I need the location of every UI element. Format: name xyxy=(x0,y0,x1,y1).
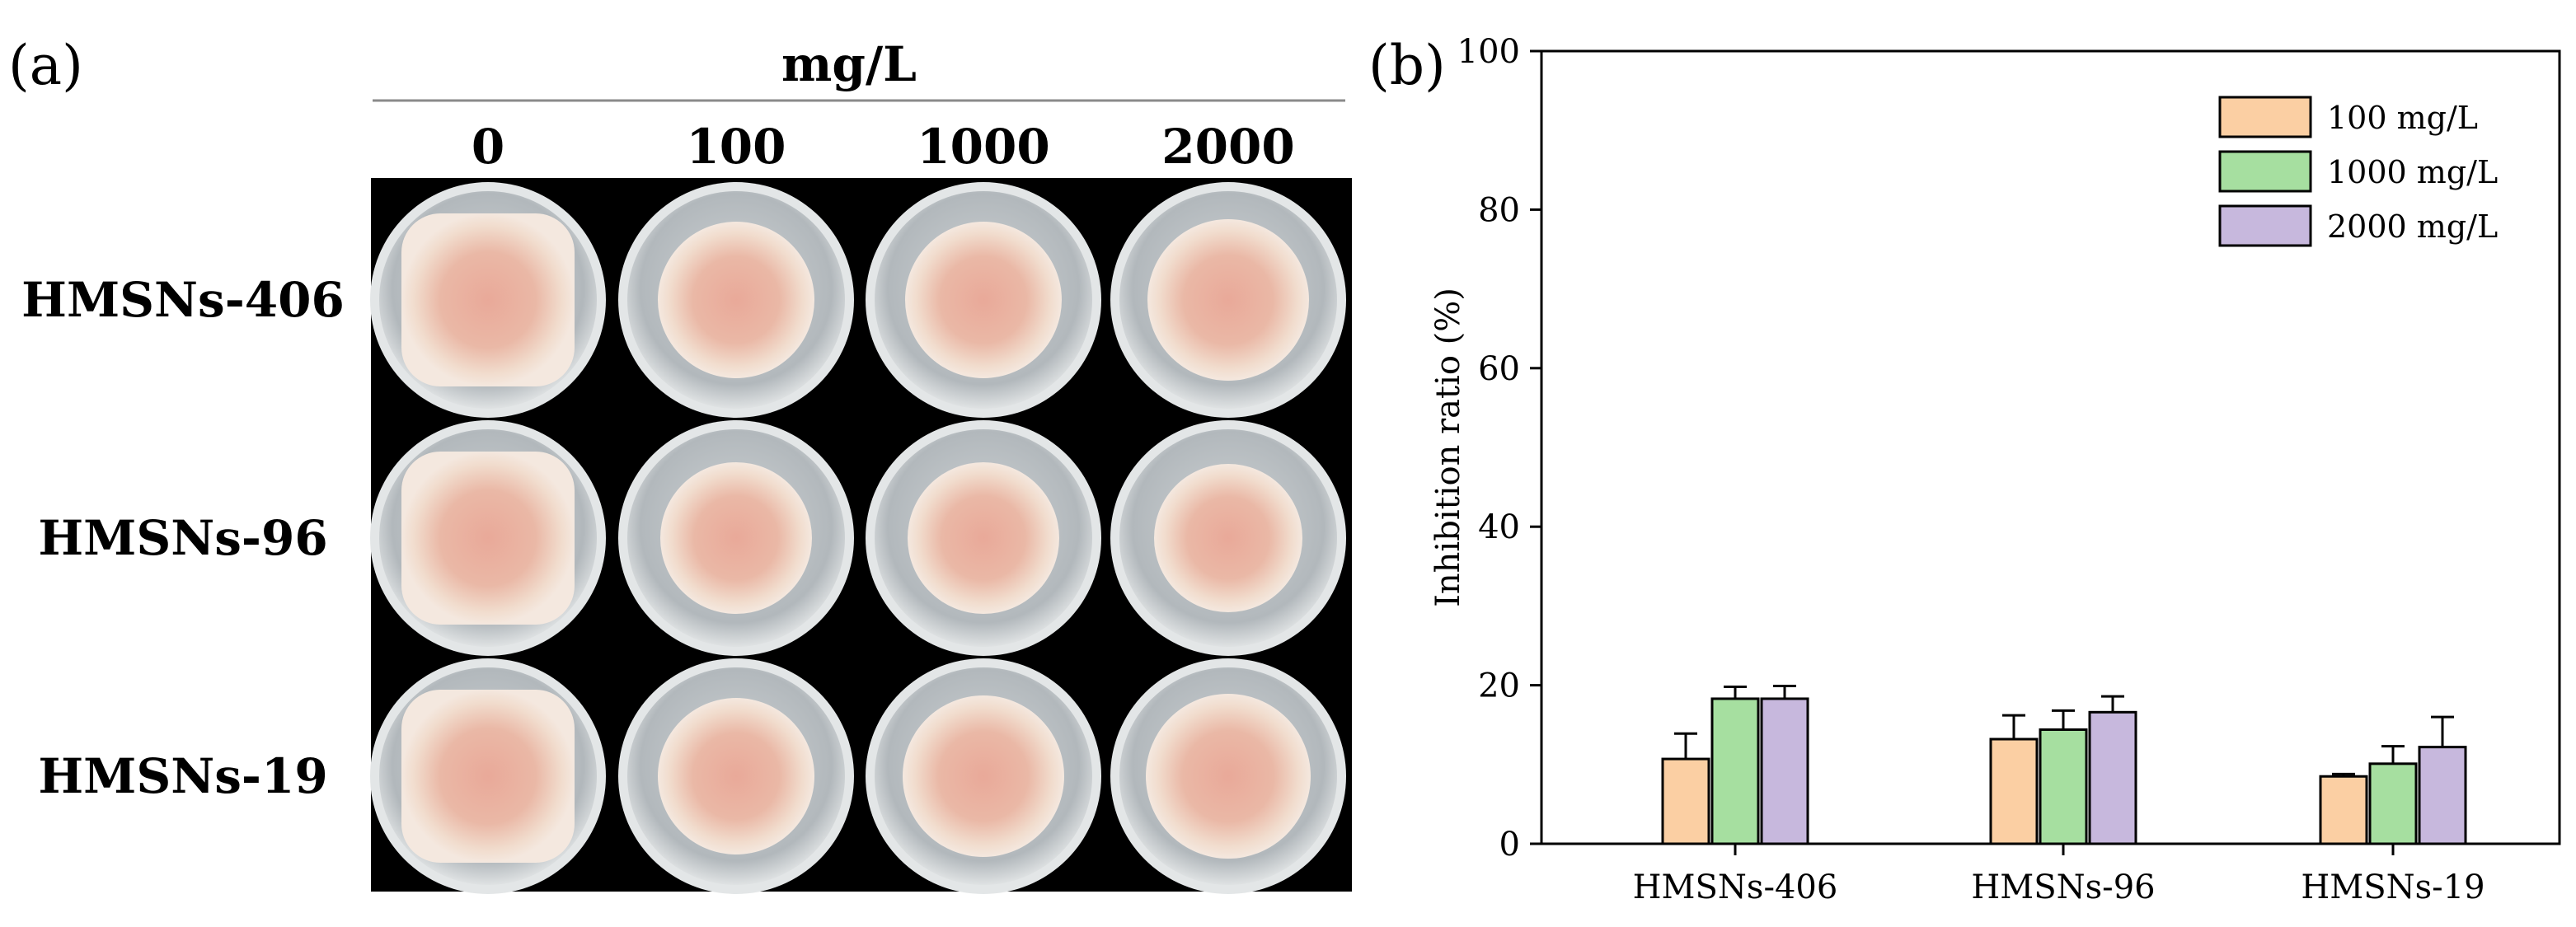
concentration-label: 100 xyxy=(686,119,786,175)
fungal-colony xyxy=(1154,464,1302,612)
panel-b: (b) 0 20 40 60 80 100 Inhibition ratio (%) HM… xyxy=(1368,33,2561,906)
fungal-colony xyxy=(905,222,1062,378)
bar xyxy=(1989,737,2039,845)
fungal-colony xyxy=(401,213,575,386)
y-axis-title: Inhibition ratio (%) xyxy=(1429,288,1467,607)
y-tick-label: 80 xyxy=(1478,191,1520,229)
sample-label: HMSNs-96 xyxy=(38,510,327,566)
legend-swatch xyxy=(2218,204,2312,247)
bar xyxy=(2368,762,2418,845)
petri-dish xyxy=(370,420,606,656)
petri-dish-grid xyxy=(370,182,1346,894)
fungal-colony xyxy=(401,690,575,863)
petri-dish xyxy=(618,420,854,656)
fungal-colony xyxy=(658,222,814,378)
x-tick-label: HMSNs-19 xyxy=(2301,868,2485,906)
y-tick-label: 40 xyxy=(1478,508,1520,546)
bar xyxy=(2088,710,2137,845)
legend-label: 100 mg/L xyxy=(2327,100,2478,136)
fungal-colony xyxy=(401,452,575,625)
bar xyxy=(1710,697,1760,845)
petri-dish xyxy=(1110,658,1346,894)
bar xyxy=(2039,728,2088,845)
y-axis: 0 20 40 60 80 100 xyxy=(1457,33,1541,864)
petri-dish xyxy=(1110,420,1346,656)
concentration-label: 1000 xyxy=(917,119,1049,175)
petri-dish xyxy=(1110,182,1346,418)
y-tick-label: 60 xyxy=(1478,350,1520,388)
fungal-colony xyxy=(660,462,812,614)
fungal-colony xyxy=(658,698,814,854)
y-tick-label: 20 xyxy=(1478,667,1520,705)
unit-label: mg/L xyxy=(781,36,917,92)
petri-dish xyxy=(618,182,854,418)
legend-swatch xyxy=(2218,96,2312,138)
petri-dish xyxy=(866,658,1101,894)
legend-swatch xyxy=(2218,150,2312,193)
petri-dish xyxy=(866,420,1101,656)
fungal-colony xyxy=(903,695,1064,857)
petri-dish xyxy=(618,658,854,894)
x-tick-label: HMSNs-96 xyxy=(1971,868,2155,906)
concentration-labels: 0 100 1000 2000 xyxy=(472,119,1295,175)
legend-label: 2000 mg/L xyxy=(2327,208,2498,245)
concentration-label: 2000 xyxy=(1161,119,1294,175)
y-tick-label: 0 xyxy=(1499,826,1520,864)
fungal-colony xyxy=(908,462,1059,614)
panel-b-label: (b) xyxy=(1368,34,1446,97)
bar xyxy=(2319,775,2368,845)
sample-label: HMSNs-19 xyxy=(38,748,327,804)
sample-labels: HMSNs-406 HMSNs-96 HMSNs-19 xyxy=(21,272,345,804)
legend-label: 1000 mg/L xyxy=(2327,154,2498,190)
x-axis-labels: HMSNs-406 HMSNs-96 HMSNs-19 xyxy=(1633,844,2485,906)
bars xyxy=(1661,685,2467,845)
petri-dish xyxy=(866,182,1101,418)
sample-label: HMSNs-406 xyxy=(21,272,345,328)
panel-a: (a) mg/L 0 100 1000 2000 HMSNs-406HMSNs-96H… xyxy=(8,34,1352,894)
panel-a-label: (a) xyxy=(8,34,83,97)
concentration-label: 0 xyxy=(472,119,504,175)
fungal-colony xyxy=(1146,694,1311,859)
x-tick-label: HMSNs-406 xyxy=(1633,868,1838,906)
legend: 100 mg/L 1000 mg/L 2000 mg/L xyxy=(2218,96,2498,247)
bar xyxy=(1760,697,1809,845)
bar xyxy=(2418,746,2467,845)
bar xyxy=(1661,757,1710,845)
fungal-colony xyxy=(1147,219,1309,381)
petri-dish xyxy=(370,182,606,418)
petri-dish xyxy=(370,658,606,894)
y-tick-label: 100 xyxy=(1457,33,1520,71)
